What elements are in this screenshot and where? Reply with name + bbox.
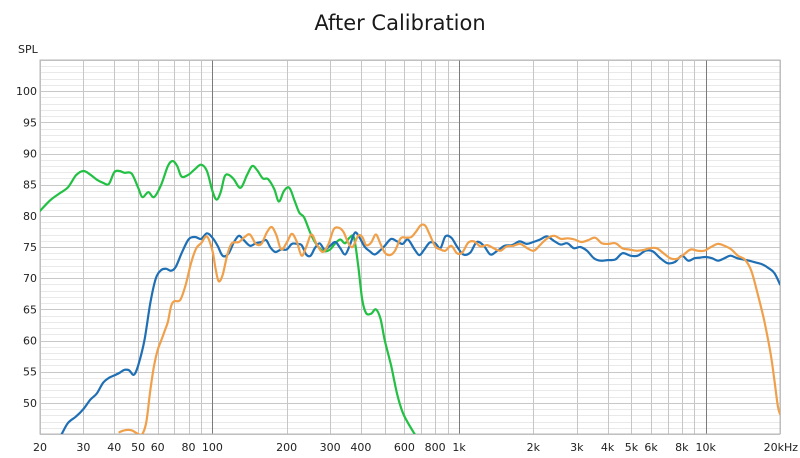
x-tick-label: 6k: [644, 441, 658, 454]
x-tick-label: 5k: [625, 441, 639, 454]
chart-title: After Calibration: [314, 11, 485, 35]
x-tick-label: 300: [320, 441, 341, 454]
x-tick-label: 100: [202, 441, 223, 454]
x-tick-label: 1k: [452, 441, 466, 454]
x-tick-labels: 20 30 40 50 60 80 100 200 300 400 600 800 1k 2k 3k 4k 5k…: [33, 441, 798, 454]
x-tick-label: 200: [276, 441, 297, 454]
x-tick-label: 4k: [601, 441, 615, 454]
y-axis-label: SPL: [18, 43, 39, 56]
y-tick-label: 60: [23, 335, 37, 348]
x-tick-label: 40: [107, 441, 121, 454]
x-tick-label: 800: [425, 441, 446, 454]
y-tick-label: 55: [23, 366, 37, 379]
x-tick-label: 30: [76, 441, 90, 454]
series-line-2: [60, 231, 780, 434]
series-layer: [40, 159, 780, 434]
x-tick-label: 20: [33, 441, 47, 454]
x-tick-label: 10k: [696, 441, 717, 454]
x-tick-label: 600: [394, 441, 415, 454]
y-tick-label: 90: [23, 148, 37, 161]
y-tick-label: 95: [23, 116, 37, 129]
y-tick-label: 75: [23, 241, 37, 254]
y-tick-label: 80: [23, 210, 37, 223]
x-tick-label: 3k: [570, 441, 584, 454]
y-tick-labels: 50 55 60 65 70 75 80 85 90 95 100: [16, 85, 37, 410]
y-tick-label: 50: [23, 397, 37, 410]
y-tick-label: 70: [23, 272, 37, 285]
x-tick-label: 20kHz: [764, 441, 799, 454]
plot-frame: [39, 59, 781, 435]
y-tick-label: 85: [23, 179, 37, 192]
x-tick-label: 400: [350, 441, 371, 454]
x-tick-label: 2k: [527, 441, 541, 454]
major-gridlines: [40, 60, 780, 435]
series-line-3: [118, 223, 780, 434]
x-tick-label: 80: [182, 441, 196, 454]
x-tick-label: 50: [131, 441, 145, 454]
series-line-1: [40, 159, 416, 434]
x-tick-label: 8k: [675, 441, 689, 454]
y-tick-label: 100: [16, 85, 37, 98]
y-tick-label: 65: [23, 303, 37, 316]
x-tick-label: 60: [151, 441, 165, 454]
